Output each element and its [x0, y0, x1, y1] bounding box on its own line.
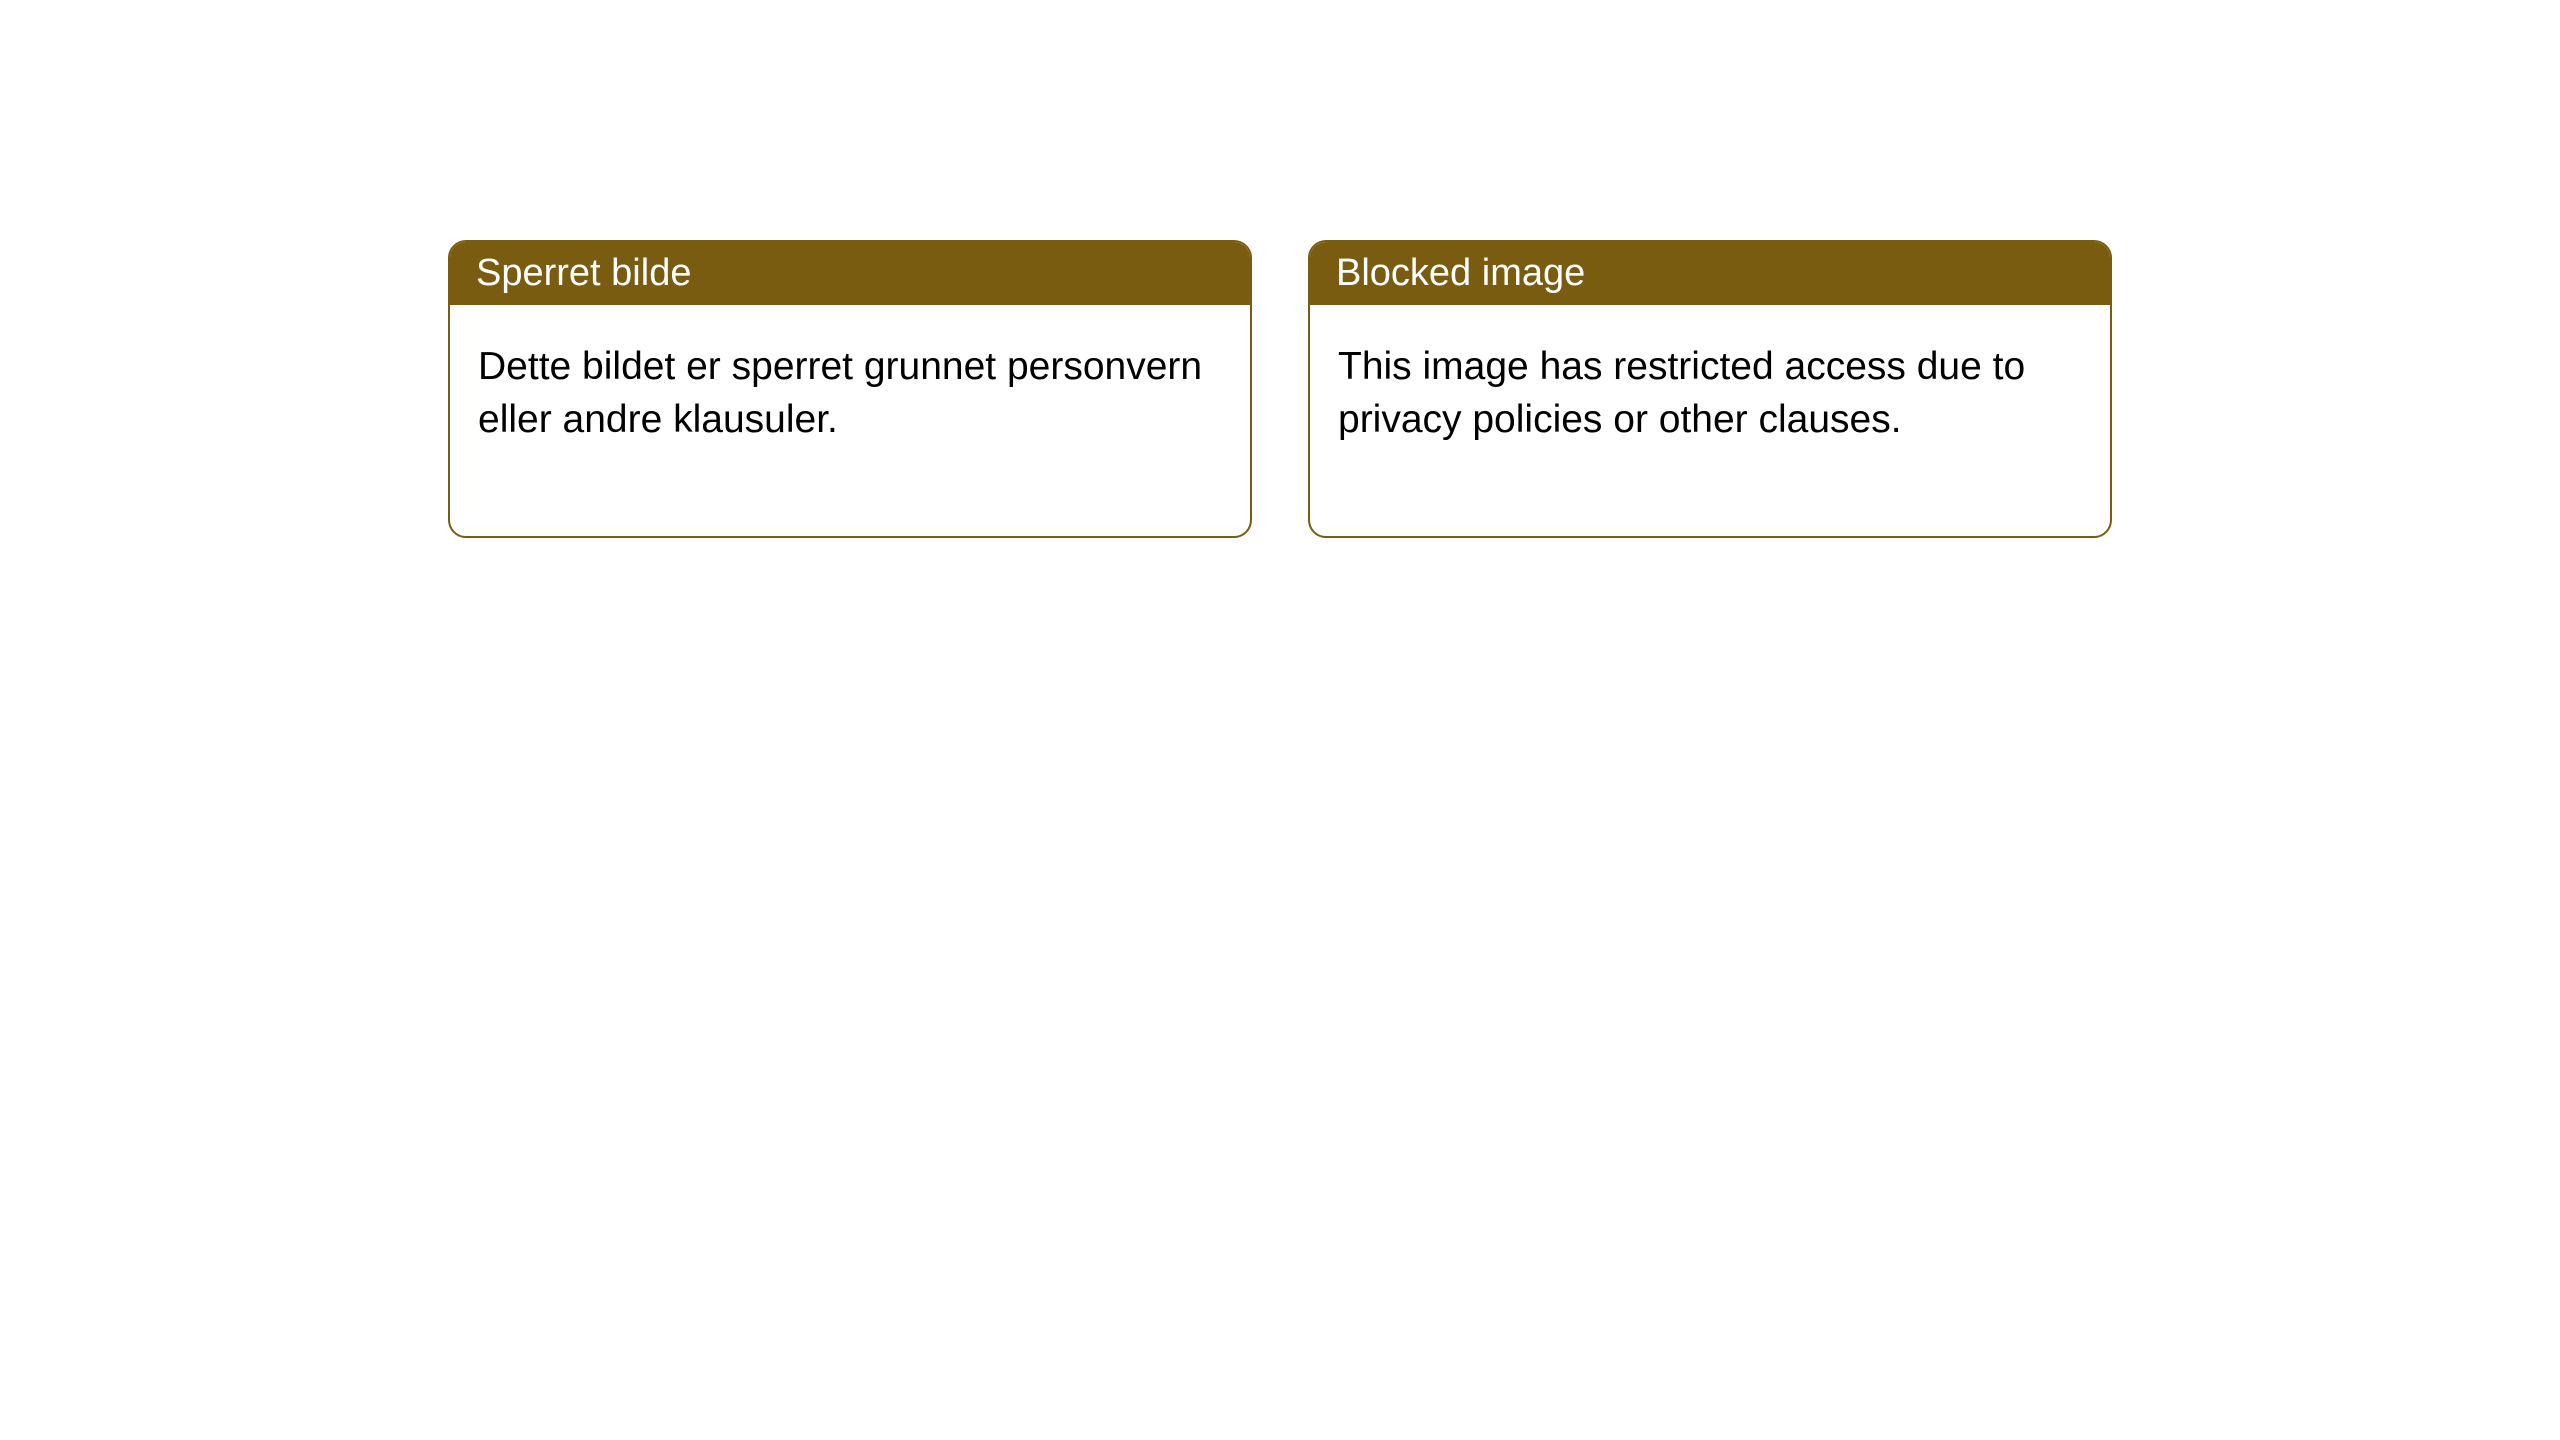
notice-card-header: Blocked image — [1310, 242, 2110, 305]
notice-card-body: This image has restricted access due to … — [1310, 305, 2110, 536]
notice-cards-container: Sperret bilde Dette bildet er sperret gr… — [0, 0, 2560, 538]
notice-card-body: Dette bildet er sperret grunnet personve… — [450, 305, 1250, 536]
notice-card-en: Blocked image This image has restricted … — [1308, 240, 2112, 538]
notice-card-header: Sperret bilde — [450, 242, 1250, 305]
notice-card-no: Sperret bilde Dette bildet er sperret gr… — [448, 240, 1252, 538]
